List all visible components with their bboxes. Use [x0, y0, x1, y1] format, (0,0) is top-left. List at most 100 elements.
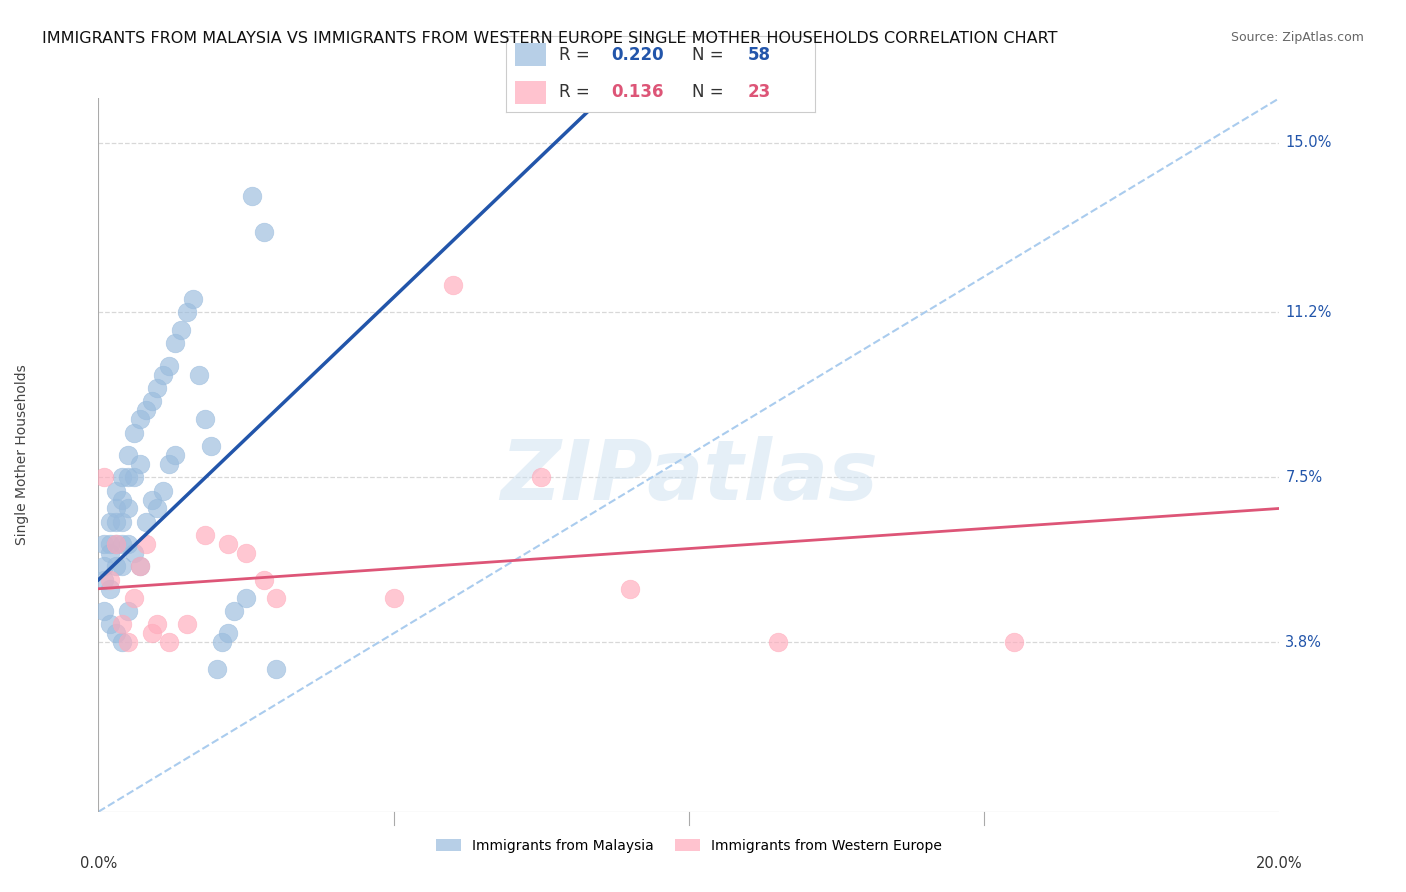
Point — [146, 381, 169, 395]
Point — [176, 617, 198, 632]
Text: 20.0%: 20.0% — [1256, 856, 1303, 871]
Text: R =: R = — [558, 45, 589, 63]
Point — [205, 662, 228, 676]
Point — [1002, 635, 1025, 649]
Point — [141, 394, 163, 409]
Point — [105, 626, 128, 640]
Point — [217, 537, 239, 551]
Point — [128, 457, 150, 471]
Point — [93, 559, 115, 574]
Point — [170, 323, 193, 337]
Point — [135, 515, 157, 529]
Text: 0.0%: 0.0% — [80, 856, 117, 871]
Point — [98, 617, 121, 632]
Point — [117, 604, 139, 618]
Point — [111, 537, 134, 551]
Point — [441, 278, 464, 293]
Point — [382, 591, 405, 605]
Point — [217, 626, 239, 640]
Point — [98, 573, 121, 587]
Point — [93, 604, 115, 618]
Text: 3.8%: 3.8% — [1285, 635, 1322, 649]
Point — [224, 604, 246, 618]
Point — [105, 501, 128, 516]
Bar — [516, 44, 547, 66]
Point — [264, 662, 287, 676]
Point — [111, 515, 134, 529]
Point — [235, 546, 257, 560]
Point — [111, 559, 134, 574]
Point — [194, 528, 217, 542]
Point — [619, 582, 641, 596]
Text: 58: 58 — [748, 45, 770, 63]
Point — [240, 189, 263, 203]
Point — [122, 425, 145, 440]
Point — [93, 537, 115, 551]
Point — [93, 470, 115, 484]
Point — [117, 448, 139, 462]
Point — [253, 225, 276, 239]
Point — [98, 537, 121, 551]
Point — [141, 626, 163, 640]
Point — [176, 305, 198, 319]
Point — [157, 457, 180, 471]
Point — [117, 501, 139, 516]
Point — [117, 635, 139, 649]
Point — [194, 412, 217, 426]
Point — [181, 292, 204, 306]
Text: 7.5%: 7.5% — [1285, 470, 1323, 484]
Point — [98, 546, 121, 560]
Point — [135, 537, 157, 551]
Point — [200, 439, 222, 453]
Point — [165, 336, 187, 351]
Point — [128, 559, 150, 574]
Point — [128, 559, 150, 574]
Point — [122, 591, 145, 605]
Point — [98, 515, 121, 529]
Legend: Immigrants from Malaysia, Immigrants from Western Europe: Immigrants from Malaysia, Immigrants fro… — [430, 833, 948, 858]
Text: 11.2%: 11.2% — [1285, 305, 1331, 319]
Point — [152, 368, 174, 382]
Point — [98, 582, 121, 596]
Point — [253, 573, 276, 587]
Point — [235, 591, 257, 605]
Text: ZIPatlas: ZIPatlas — [501, 436, 877, 516]
Point — [157, 635, 180, 649]
Point — [157, 359, 180, 373]
Point — [93, 573, 115, 587]
Point — [766, 635, 789, 649]
Point — [141, 492, 163, 507]
Point — [105, 537, 128, 551]
Text: 0.136: 0.136 — [612, 83, 664, 101]
Text: 0.220: 0.220 — [612, 45, 664, 63]
Point — [165, 448, 187, 462]
Point — [111, 617, 134, 632]
Point — [152, 483, 174, 498]
Point — [211, 635, 233, 649]
Point — [146, 617, 169, 632]
Point — [122, 546, 145, 560]
Text: Single Mother Households: Single Mother Households — [14, 365, 28, 545]
Point — [111, 470, 134, 484]
Text: 23: 23 — [748, 83, 770, 101]
Text: N =: N = — [692, 45, 723, 63]
Point — [105, 559, 128, 574]
Bar — [516, 81, 547, 104]
Point — [105, 515, 128, 529]
Point — [187, 368, 209, 382]
Text: 15.0%: 15.0% — [1285, 136, 1331, 150]
Point — [264, 591, 287, 605]
Text: R =: R = — [558, 83, 589, 101]
Point — [117, 537, 139, 551]
Point — [105, 483, 128, 498]
Point — [111, 635, 134, 649]
Point — [146, 501, 169, 516]
Point — [105, 537, 128, 551]
Point — [122, 470, 145, 484]
Point — [117, 470, 139, 484]
Point — [128, 412, 150, 426]
Point — [530, 470, 553, 484]
Text: N =: N = — [692, 83, 723, 101]
Text: IMMIGRANTS FROM MALAYSIA VS IMMIGRANTS FROM WESTERN EUROPE SINGLE MOTHER HOUSEHO: IMMIGRANTS FROM MALAYSIA VS IMMIGRANTS F… — [42, 31, 1057, 46]
Point — [135, 403, 157, 417]
